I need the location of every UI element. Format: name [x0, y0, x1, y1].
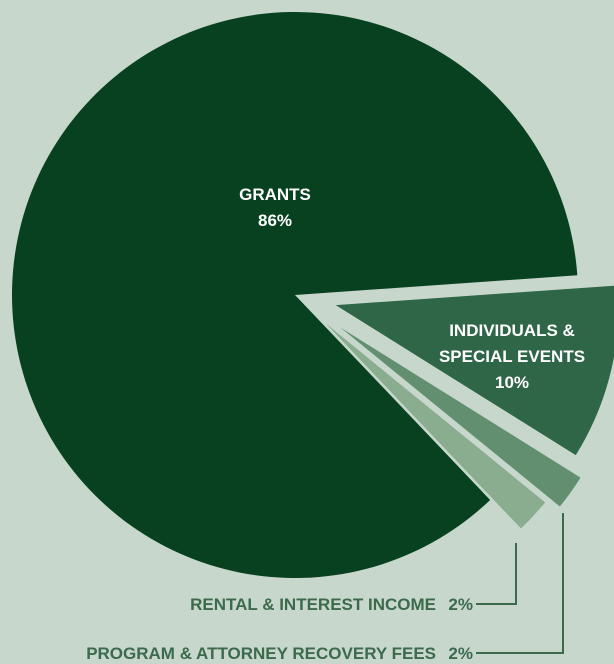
pie-slice-0 — [11, 12, 578, 578]
pie-slice-2 — [340, 327, 581, 507]
slice-name-text: INDIVIDUALS & — [449, 321, 575, 340]
pie-slice-1 — [335, 285, 614, 456]
pie-slice-3 — [325, 323, 546, 529]
callout-2: PROGRAM & ATTORNEY RECOVERY FEES 2% — [86, 513, 564, 663]
slice-name-text: GRANTS — [239, 185, 311, 204]
callout-label-text: PROGRAM & ATTORNEY RECOVERY FEES — [86, 644, 436, 663]
slice-label-1: INDIVIDUALS & SPECIAL EVENTS 10% — [439, 321, 585, 392]
callout-leader-line — [476, 513, 564, 654]
slice-value-text: 10% — [495, 373, 529, 392]
callout-3: RENTAL & INTEREST INCOME 2% — [190, 543, 517, 614]
callout-leader-line — [476, 543, 517, 605]
callout-value-text: 2% — [448, 644, 473, 663]
slice-label-0: GRANTS 86% — [239, 185, 311, 230]
callout-label-text: RENTAL & INTEREST INCOME — [190, 595, 436, 614]
callout-value-text: 2% — [448, 595, 473, 614]
slice-name-text: SPECIAL EVENTS — [439, 347, 585, 366]
slice-value-text: 86% — [258, 211, 292, 230]
